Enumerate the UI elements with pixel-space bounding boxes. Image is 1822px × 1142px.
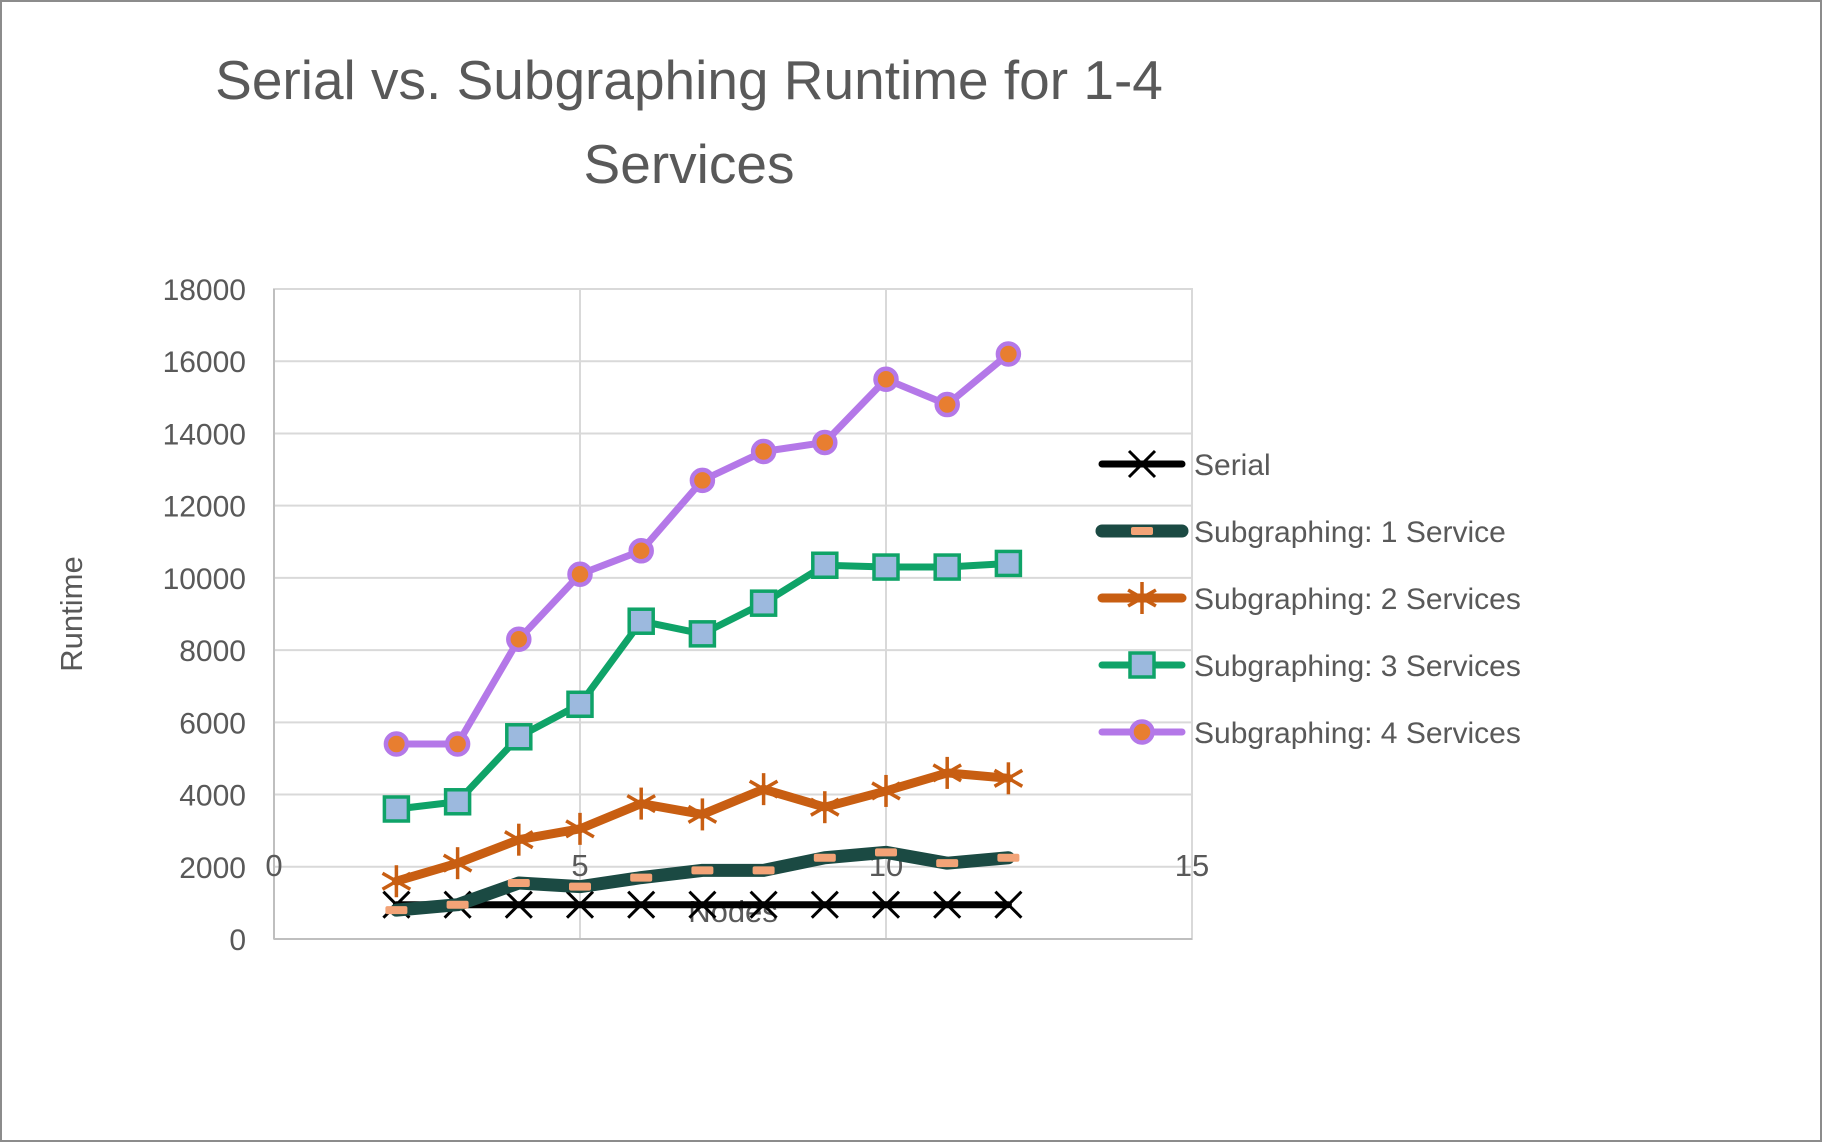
y-tick-label: 10000 [163, 563, 246, 596]
series-serial-marker-x-icon [627, 890, 656, 919]
series-subgraphing-2-services-marker-asterisk-icon [381, 871, 412, 891]
series-subgraphing-1-service-marker-dash-icon [630, 873, 653, 882]
series-subgraphing-4-services [383, 341, 1022, 757]
legend-marker-x-icon [1127, 449, 1157, 479]
series-subgraphing-4-services-marker-circle-icon [506, 626, 532, 653]
series-subgraphing-4-services-marker-circle-icon [934, 391, 960, 418]
series-subgraphing-3-services-marker-square-icon [443, 788, 472, 816]
y-tick-label: 12000 [163, 491, 246, 524]
legend-label: Subgraphing: 1 Service [1194, 516, 1506, 549]
y-tick-label: 6000 [179, 707, 246, 740]
x-tick-label: 5 [571, 848, 588, 883]
series-serial-marker-x-icon [688, 890, 717, 919]
series-subgraphing-4-services-line [392, 350, 1012, 748]
series-subgraphing-4-services-marker-circle-icon [689, 467, 716, 494]
series-subgraphing-4-services-marker-circle-icon [873, 366, 899, 393]
series-subgraphing-4-services-marker-circle-icon [628, 538, 654, 564]
series-subgraphing-3-services [382, 549, 1023, 823]
series-subgraphing-1-service-marker-dash-icon [507, 879, 530, 888]
series-subgraphing-3-services-marker-square-icon [566, 690, 594, 719]
legend-label: Subgraphing: 2 Services [1194, 583, 1521, 616]
series-subgraphing-4-services-marker-circle-icon [383, 731, 410, 757]
y-tick-label: 4000 [179, 780, 246, 813]
series-subgraphing-2-services-marker-asterisk-icon [932, 763, 962, 783]
series-subgraphing-3-services-marker-square-icon [933, 553, 961, 581]
series-subgraphing-1-service-marker-dash-icon [875, 848, 897, 857]
series-serial-marker-x-icon [871, 890, 901, 919]
legend-label: Subgraphing: 3 Services [1194, 650, 1521, 683]
series-serial-marker-x-icon [810, 890, 839, 919]
series-subgraphing-4-services-marker-circle-icon [750, 438, 777, 465]
series-serial-marker-x-icon [565, 890, 595, 919]
legend-marker-circle-icon [1129, 719, 1155, 745]
y-tick-label: 2000 [179, 852, 246, 885]
series-subgraphing-4-services-marker-circle-icon [812, 429, 838, 456]
series-subgraphing-3-services-marker-square-icon [505, 723, 533, 751]
series-subgraphing-2-services-marker-asterisk-icon [810, 797, 840, 817]
series-subgraphing-2-services-marker-asterisk-icon [748, 779, 779, 799]
series-subgraphing-1-service-marker-dash-icon [997, 853, 1020, 862]
legend-marker-square-icon [1128, 651, 1156, 679]
legend-label: Serial [1194, 449, 1271, 482]
series-subgraphing-2-services-marker-asterisk-icon [565, 819, 595, 839]
series-serial-marker-x-icon [749, 890, 778, 919]
series-subgraphing-2-services [381, 756, 1024, 898]
series-subgraphing-2-services-marker-asterisk-icon [442, 853, 473, 873]
series-subgraphing-1-service [385, 845, 1020, 917]
series-subgraphing-3-services-marker-square-icon [749, 589, 778, 617]
legend-item-subgraphing-4-services: Subgraphing: 4 Services [1098, 717, 1521, 750]
series-serial-marker-x-icon [504, 890, 533, 919]
legend-label: Subgraphing: 4 Services [1194, 717, 1521, 750]
series-subgraphing-3-services-marker-square-icon [811, 551, 839, 579]
legend-marker-asterisk-icon [1127, 588, 1157, 608]
legend-item-subgraphing-1-service: Subgraphing: 1 Service [1095, 516, 1506, 549]
series-subgraphing-3-services-marker-square-icon [994, 549, 1023, 578]
y-tick-label: 8000 [179, 635, 246, 668]
plot-border [273, 288, 1193, 940]
series-subgraphing-2-services-marker-asterisk-icon [687, 804, 718, 824]
series-subgraphing-1-service-marker-dash-icon [752, 866, 775, 875]
series-serial-marker-x-icon [994, 890, 1023, 919]
series-serial-marker-x-icon [933, 890, 962, 919]
y-tick-label: 0 [229, 924, 246, 957]
legend-item-serial: Serial [1098, 449, 1271, 482]
legend-item-subgraphing-2-services: Subgraphing: 2 Services [1097, 582, 1521, 616]
y-axis-title: Runtime [54, 556, 89, 671]
series-subgraphing-1-service-marker-dash-icon [569, 882, 591, 891]
series-subgraphing-4-services-marker-circle-icon [567, 561, 593, 588]
series-subgraphing-1-service-marker-dash-icon [446, 900, 469, 909]
x-tick-label: 15 [1175, 848, 1209, 883]
series-subgraphing-2-services-marker-asterisk-icon [626, 794, 656, 814]
series-subgraphing-3-services-marker-square-icon [688, 620, 717, 648]
series-subgraphing-3-services-marker-square-icon [382, 795, 411, 823]
series-subgraphing-3-services-marker-square-icon [872, 553, 900, 581]
series-subgraphing-1-service-marker-dash-icon [385, 906, 408, 915]
chart-title: Serial vs. Subgraphing Runtime for 1-4 S… [215, 49, 1163, 195]
x-axis-title: Nodes [688, 894, 778, 929]
series-subgraphing-1-service-marker-dash-icon [813, 853, 836, 862]
series-subgraphing-2-services-marker-asterisk-icon [504, 830, 534, 850]
series-subgraphing-1-service-marker-dash-icon [936, 859, 959, 868]
legend-item-subgraphing-3-services: Subgraphing: 3 Services [1098, 650, 1521, 683]
legend: Serial Subgraphing: 1 Service Subgraphing:… [1095, 449, 1521, 750]
series-subgraphing-4-services-marker-circle-icon [444, 731, 471, 757]
series-subgraphing-4-services-marker-circle-icon [995, 341, 1022, 367]
x-tick-label: 0 [265, 848, 282, 883]
y-tick-label: 16000 [163, 346, 246, 379]
series-subgraphing-1-service-marker-dash-icon [691, 866, 714, 875]
series-subgraphing-3-services-marker-square-icon [627, 607, 655, 635]
y-tick-label: 18000 [163, 274, 246, 307]
y-tick-label: 14000 [163, 418, 246, 451]
series-subgraphing-2-services-marker-asterisk-icon [871, 781, 901, 801]
series-subgraphing-2-services-marker-asterisk-icon [993, 768, 1024, 788]
legend-marker-dash-icon [1131, 527, 1153, 535]
